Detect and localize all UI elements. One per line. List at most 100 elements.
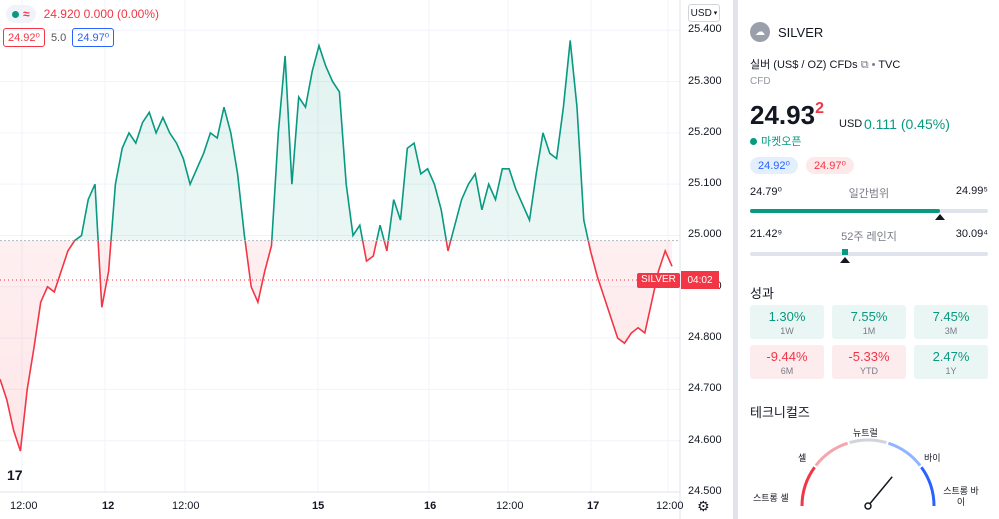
y-tick-label: 24.700 — [688, 382, 722, 395]
countdown-tag: 04:02 — [681, 271, 719, 289]
symbol-header[interactable]: ☁ SILVER — [750, 22, 823, 42]
chart-legend: ≈ 24.920 0.000 (0.00%) — [6, 5, 159, 23]
technicals-gauge: 뉴트럴 셀 바이 스트롱 셀 스트롱 바이 — [738, 420, 999, 519]
status-dot-icon — [750, 137, 757, 145]
week52-pointer-icon — [840, 257, 851, 263]
x-tick-label: 15 — [312, 500, 325, 512]
y-tick-label: 25.000 — [688, 228, 722, 241]
legend-toggle[interactable]: ≈ — [6, 5, 36, 23]
performance-cell-3m[interactable]: 7.45% 3M — [914, 305, 988, 339]
ask-button[interactable]: 24.97⁰ — [72, 28, 115, 47]
gauge-label-neutral: 뉴트럴 — [853, 428, 878, 438]
day-range-fill — [750, 209, 941, 213]
performance-cell-1m[interactable]: 7.55% 1M — [832, 305, 906, 339]
bid-pill: 24.92⁰ — [750, 157, 798, 174]
symbol-logo-icon: ☁ — [750, 22, 770, 42]
chart-canvas[interactable] — [0, 0, 733, 519]
price-main: 24.93 — [750, 100, 816, 130]
external-link-icon[interactable]: ⧉ • — [860, 59, 879, 71]
x-tick-label: 12 — [102, 500, 115, 512]
symbol-details-panel: ☁ SILVER 실버 (US$ / OZ) CFDs ⧉ • TVC CFD … — [737, 0, 999, 519]
performance-period: 3M — [944, 325, 958, 336]
market-status-text: 마켓오픈 — [761, 136, 802, 148]
y-tick-label: 24.500 — [688, 485, 722, 497]
gear-icon[interactable]: ⚙ — [697, 498, 710, 514]
performance-grid: 1.30% 1W 7.55% 1M 7.45% 3M -9.44% 6M -5.33% YTD 2.… — [750, 305, 988, 379]
week52-low: 21.42⁹ — [750, 228, 783, 240]
series-price-tag: SILVER — [637, 273, 680, 288]
instrument-type: CFD — [750, 76, 771, 87]
week52-range: 21.42⁹ 52주 레인지 30.09⁴ — [750, 228, 988, 263]
gauge-segment-strong-sell — [800, 466, 816, 507]
y-tick-label: 25.300 — [688, 74, 722, 87]
gauge-segment-strong-buy — [920, 466, 936, 507]
y-tick-label: 24.600 — [688, 433, 722, 446]
x-tick-label: 12:00 — [656, 500, 684, 512]
price-currency: USD — [839, 118, 863, 130]
performance-period: YTD — [860, 365, 878, 376]
x-tick-label: 12:00 — [172, 500, 200, 512]
day-range-label: 일간범위 — [848, 188, 890, 200]
day-range: 24.79⁰ 일간범위 24.99⁵ — [750, 185, 988, 220]
currency-button[interactable]: USD ▾ — [688, 4, 720, 22]
x-tick-label: 17 — [587, 500, 600, 512]
gauge-needle — [867, 476, 893, 507]
gauge-segment-neutral — [849, 438, 887, 445]
performance-title: 성과 — [750, 286, 774, 301]
chevron-down-icon: ▾ — [713, 10, 718, 17]
day-range-bar — [750, 209, 988, 220]
x-tick-label: 16 — [424, 500, 437, 512]
ask-pill: 24.97⁰ — [805, 157, 854, 174]
gauge-canvas — [800, 438, 936, 510]
symbol-description: 실버 (US$ / OZ) CFDs ⧉ • TVC — [750, 56, 900, 72]
market-open-dot-icon — [12, 10, 19, 18]
source-text[interactable]: TVC — [878, 59, 901, 71]
y-tick-label: 25.400 — [688, 23, 722, 36]
y-tick-label: 25.200 — [688, 125, 722, 138]
week52-high: 30.09⁴ — [955, 228, 988, 240]
legend-price-line: 24.920 0.000 (0.00%) — [43, 7, 160, 21]
day-range-low: 24.79⁰ — [750, 186, 782, 198]
gauge-label-strong-sell: 스트롱 셀 — [753, 493, 789, 503]
description-text: 실버 (US$ / OZ) CFDs — [750, 59, 858, 71]
performance-cell-1y[interactable]: 2.47% 1Y — [914, 345, 988, 379]
day-range-pointer-icon — [935, 214, 946, 220]
week52-marker — [842, 249, 849, 255]
price-change: 0.111 (0.45%) — [864, 116, 950, 132]
performance-value: -9.44% — [766, 348, 808, 364]
tradingview-logo-icon[interactable]: 17 — [7, 467, 23, 483]
currency-label: USD — [690, 7, 712, 19]
performance-period: 1W — [780, 325, 794, 336]
gauge-label-buy: 바이 — [924, 453, 941, 463]
price-chart[interactable]: ≈ 24.920 0.000 (0.00%) 24.92⁰ 5.0 24.97⁰… — [0, 0, 733, 519]
technicals-title[interactable]: 테크니컬즈 — [750, 405, 810, 420]
gauge-label-sell: 셀 — [798, 453, 807, 463]
performance-value: 7.55% — [850, 308, 888, 324]
x-tick-label: 12:00 — [496, 500, 524, 512]
performance-value: 1.30% — [768, 308, 806, 324]
performance-period: 1M — [862, 325, 876, 336]
gauge-segment-buy — [887, 441, 922, 467]
week52-bar — [750, 249, 988, 263]
y-tick-label: 24.800 — [688, 331, 722, 344]
last-price: 24.932 — [750, 100, 824, 131]
performance-cell-1w[interactable]: 1.30% 1W — [750, 305, 824, 339]
bid-ask-box: 24.92⁰ 5.0 24.97⁰ — [3, 28, 115, 47]
market-status: 마켓오픈 — [750, 133, 801, 149]
performance-cell-6m[interactable]: -9.44% 6M — [750, 345, 824, 379]
spread-value: 5.0 — [50, 31, 67, 44]
performance-period: 6M — [780, 365, 794, 376]
symbol-name: SILVER — [778, 24, 824, 40]
performance-cell-ytd[interactable]: -5.33% YTD — [832, 345, 906, 379]
area-fill-below — [0, 240, 672, 451]
y-tick-label: 25.100 — [688, 177, 722, 190]
x-tick-label: 12:00 — [10, 500, 38, 512]
performance-period: 1Y — [945, 365, 957, 376]
price-line-above — [73, 40, 590, 241]
gauge-label-strong-buy: 스트롱 바이 — [943, 486, 979, 507]
gauge-hub — [864, 502, 872, 510]
bid-button[interactable]: 24.92⁰ — [3, 28, 45, 47]
bid-ask-pills: 24.92⁰ 24.97⁰ — [750, 157, 854, 174]
panel-divider[interactable] — [733, 0, 737, 519]
